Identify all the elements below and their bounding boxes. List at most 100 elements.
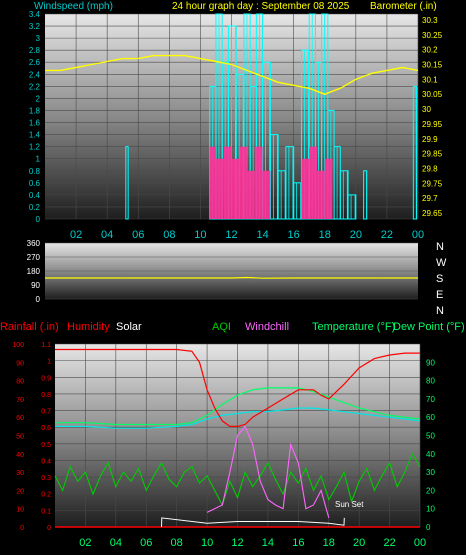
gust-bar (324, 158, 333, 219)
temperature-hour-labels: 02 04 06 08 10 12 14 16 18 20 22 00 (79, 537, 426, 549)
barometer-tick-label: 29.7 (422, 194, 438, 203)
humidity-tick-label: 40 (16, 452, 24, 459)
aqi-line (54, 452, 421, 507)
wind-hour-label: 08 (163, 229, 175, 241)
wind-hour-label: 00 (412, 229, 424, 241)
rainfall-tick-label: 0.9 (41, 375, 51, 382)
rainfall-tick-label: 0.4 (41, 458, 51, 465)
windspeed-tick-label: 2.8 (29, 46, 41, 55)
barometer-tick-label: 30.3 (422, 16, 438, 25)
barometer-tick-label: 29.9 (422, 135, 438, 144)
windspeed-tick-label: 0.2 (29, 203, 41, 212)
rainfall-tick-label: 0.3 (41, 475, 51, 482)
sunset-annotation: Sun Set (335, 500, 364, 509)
gust-bar (254, 146, 263, 219)
humidity-tick-label: 60 (16, 415, 24, 422)
barometer-line (45, 54, 419, 95)
humidity-tick-label: 50 (16, 434, 24, 441)
windspeed-tick-label: 1.6 (29, 119, 41, 128)
temperature-hour-label: 12 (231, 537, 243, 549)
gust-bar (262, 170, 271, 219)
temperature-tick-label: 60 (426, 413, 435, 422)
gust-bar (301, 158, 310, 219)
windchill-line (206, 425, 330, 519)
compass-label: E (436, 289, 443, 301)
temperature-tick-label: 90 (426, 358, 435, 367)
direction-tick-labels: 0 90 180 270 360 (27, 239, 41, 304)
windspeed-tick-label: 3 (36, 34, 41, 43)
rainfall-tick-label: 0.7 (41, 409, 51, 416)
windspeed-tick-label: 0 (36, 215, 41, 224)
rainfall-tick-label: 1.1 (41, 342, 51, 349)
barometer-tick-label: 29.65 (422, 209, 443, 218)
rainfall-tick-label: 0 (47, 525, 51, 532)
legend-dewpoint: Dew Point (°F) (393, 321, 465, 333)
humidity-tick-label: 80 (16, 379, 24, 386)
gust-bar (215, 158, 224, 219)
humidity-tick-label: 20 (16, 488, 24, 495)
wind-direction-line (45, 276, 418, 279)
compass-label: W (436, 257, 447, 269)
humidity-tick-label: 100 (12, 342, 24, 349)
wind-hour-label: 10 (194, 229, 206, 241)
windspeed-bar (125, 146, 129, 220)
gust-series (209, 146, 333, 219)
humidity-tick-label: 90 (16, 360, 24, 367)
temperature-tick-label: 80 (426, 377, 435, 386)
temperature-hour-label: 22 (383, 537, 395, 549)
temperature-hour-label: 18 (323, 537, 335, 549)
gust-bar (239, 146, 248, 219)
windspeed-tick-label: 1.8 (29, 106, 41, 115)
temperature-hour-label: 04 (110, 537, 122, 549)
humidity-tick-labels: 0 10 20 30 40 50 60 70 80 90 100 (12, 342, 24, 532)
legend-temperature: Temperature (°F) (312, 321, 395, 333)
windspeed-tick-label: 0.8 (29, 167, 41, 176)
windspeed-tick-label: 3.2 (29, 22, 41, 31)
temperature-tick-label: 30 (426, 468, 435, 477)
gust-bar (247, 170, 255, 219)
barometer-tick-label: 30.25 (422, 31, 443, 40)
humidity-tick-label: 10 (16, 507, 24, 514)
rainfall-tick-label: 0.5 (41, 442, 51, 449)
temperature-hour-label: 10 (201, 537, 213, 549)
direction-tick-label: 360 (27, 239, 41, 248)
windspeed-tick-label: 1.4 (29, 131, 41, 140)
wind-hour-label: 12 (225, 229, 237, 241)
barometer-tick-label: 29.75 (422, 179, 443, 188)
barometer-tick-label: 30 (422, 105, 431, 114)
compass-label: N (436, 241, 444, 253)
direction-tick-label: 90 (31, 281, 40, 290)
rainfall-tick-labels: 0 0.1 0.2 0.3 0.4 0.5 0.6 0.7 0.8 0.9 1 1.1 (41, 342, 51, 532)
temperature-tick-label: 0 (426, 523, 431, 532)
windspeed-tick-labels: 0 0.2 0.4 0.6 0.8 1 1.2 1.4 1.6 1.8 2 2.2 2.4 2.6 2.8 3… (29, 10, 41, 224)
legend-humidity: Humidity (67, 321, 110, 333)
legend-rainfall: Rainfall (.in) (0, 321, 59, 333)
solar-line (161, 517, 345, 528)
windspeed-bar (347, 194, 357, 220)
humidity-tick-label: 70 (16, 397, 24, 404)
humidity-line (55, 348, 420, 427)
wind-hour-label: 16 (288, 229, 300, 241)
windspeed-tick-label: 0.6 (29, 179, 41, 188)
temperature-hour-label: 20 (353, 537, 365, 549)
temperature-hour-label: 16 (292, 537, 304, 549)
legend-solar: Solar (116, 321, 142, 333)
windspeed-tick-label: 2 (36, 94, 41, 103)
rainfall-tick-label: 0.2 (41, 492, 51, 499)
windspeed-tick-label: 1.2 (29, 143, 41, 152)
temperature-tick-label: 10 (426, 505, 435, 514)
barometer-tick-label: 30.2 (422, 46, 438, 55)
wind-hour-label: 02 (70, 229, 82, 241)
temperature-hour-label: 06 (140, 537, 152, 549)
barometer-tick-labels: 29.65 29.7 29.75 29.8 29.85 29.9 29.95 30 30.05 3… (422, 16, 443, 218)
temperature-hour-label: 00 (414, 537, 426, 549)
barometer-axis-label: Barometer (.in) (370, 1, 437, 12)
direction-tick-label: 180 (27, 267, 41, 276)
direction-tick-label: 0 (36, 295, 41, 304)
wind-hour-label: 14 (256, 229, 268, 241)
rainfall-tick-label: 1 (47, 359, 51, 366)
gust-bar (231, 158, 240, 219)
temperature-hour-label: 02 (79, 537, 91, 549)
temperature-hour-label: 14 (262, 537, 274, 549)
